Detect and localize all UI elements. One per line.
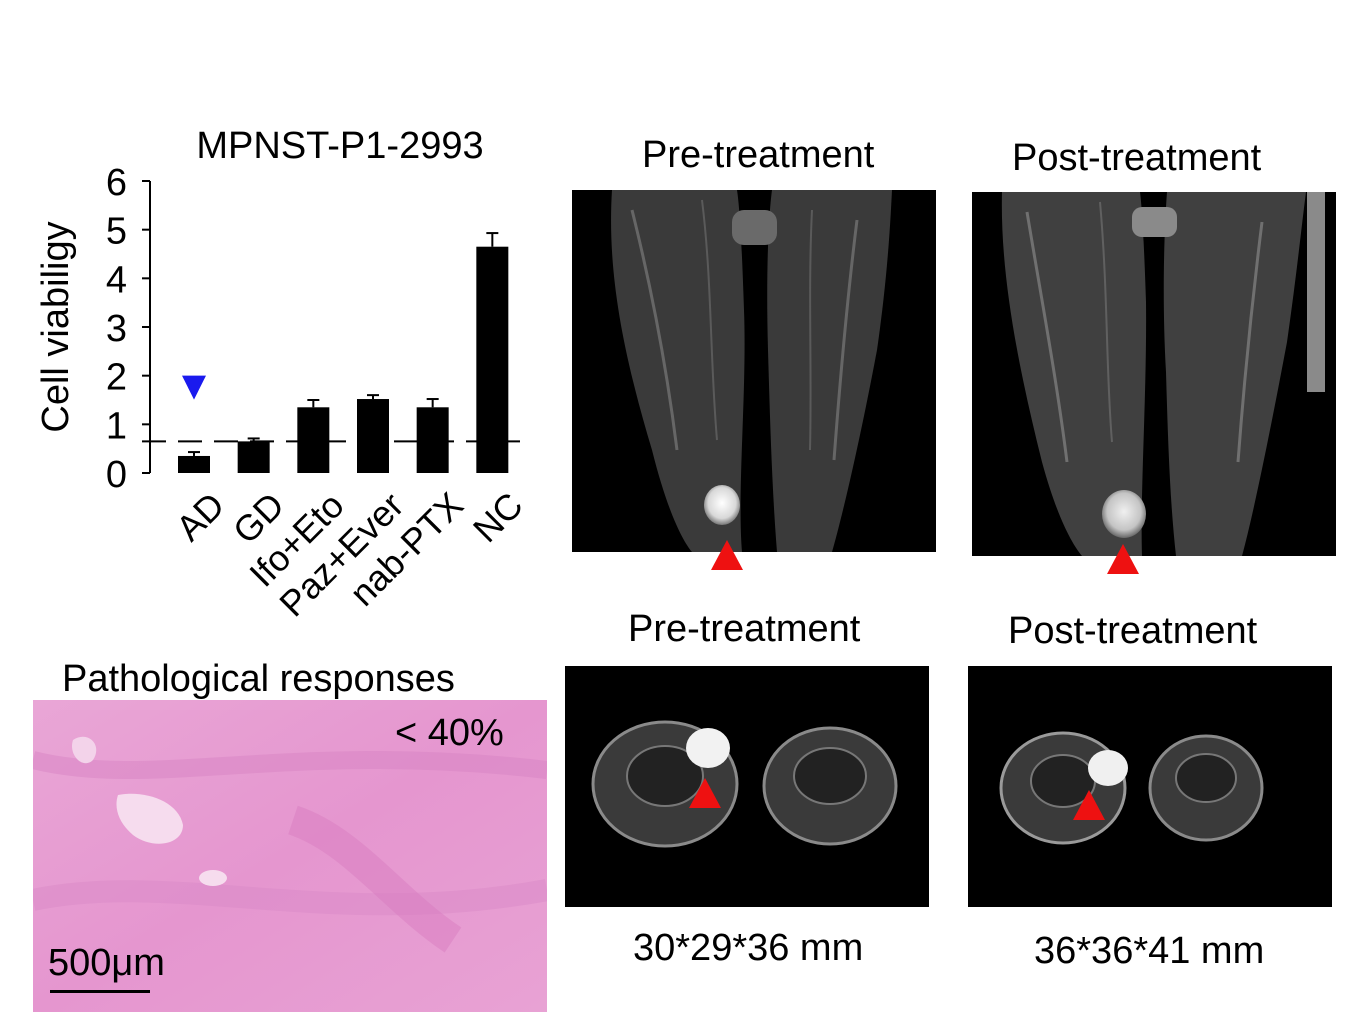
y-tick-label: 6 <box>106 162 127 204</box>
bar <box>416 407 449 473</box>
axial-pre-title: Pre-treatment <box>628 608 861 650</box>
pathological-response-value: < 40% <box>395 712 504 754</box>
highlight-marker-icon <box>182 375 206 400</box>
y-tick-label: 0 <box>106 454 127 496</box>
bar <box>237 441 270 473</box>
y-axis-label: Cell viabiligy <box>35 221 77 432</box>
category-label: AD <box>168 484 232 548</box>
coronal-pre-mri-image <box>572 190 936 552</box>
axial-post-title: Post-treatment <box>1008 610 1258 652</box>
axial-post-tumor-size: 36*36*41 mm <box>1034 930 1265 972</box>
axial-pre-tumor-size: 30*29*36 mm <box>633 927 864 969</box>
coronal-pre-tumor-arrow-icon <box>711 540 743 570</box>
bar <box>178 455 210 473</box>
coronal-post-tumor-arrow-icon <box>1107 544 1139 574</box>
axial-post-tumor-arrow-icon <box>1073 790 1105 820</box>
scale-bar <box>50 990 150 993</box>
coronal-pre-title: Pre-treatment <box>642 134 875 176</box>
category-label: NC <box>465 484 531 550</box>
axial-pre-mri-image <box>565 666 929 907</box>
axial-pre-tumor-arrow-icon <box>689 778 721 808</box>
coronal-post-mri-image <box>972 192 1336 556</box>
scale-bar-label: 500μm <box>48 942 165 984</box>
axial-post-mri-image <box>968 666 1332 907</box>
y-tick-label: 3 <box>106 308 127 350</box>
y-tick-label: 2 <box>106 357 127 399</box>
chart-title: MPNST-P1-2993 <box>196 125 483 167</box>
pathology-title: Pathological responses <box>62 658 455 700</box>
bar <box>297 407 330 473</box>
y-tick-label: 5 <box>106 211 127 253</box>
histology-image <box>33 700 547 1012</box>
coronal-post-title: Post-treatment <box>1012 137 1262 179</box>
y-tick-label: 4 <box>106 259 127 301</box>
y-tick-label: 1 <box>106 405 127 447</box>
bar <box>357 399 389 473</box>
bar <box>476 246 509 473</box>
